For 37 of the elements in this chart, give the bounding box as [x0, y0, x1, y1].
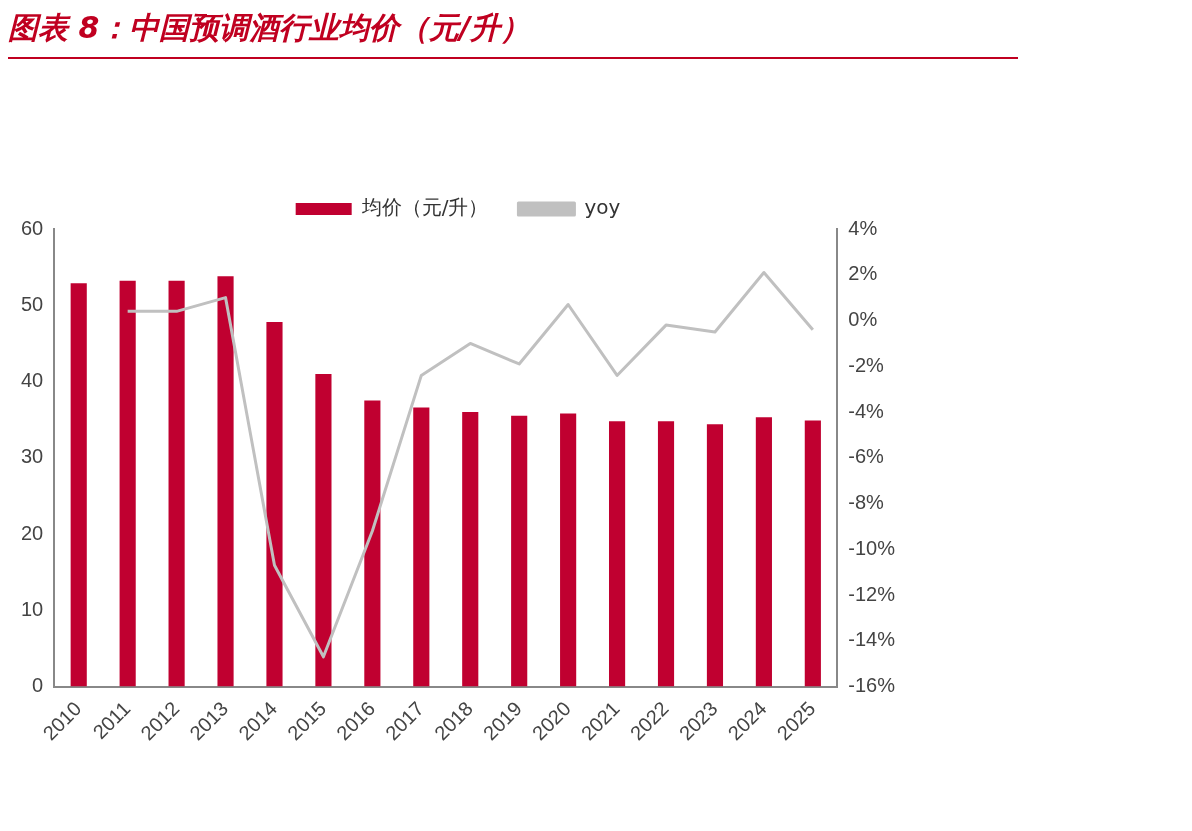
- y-tick-label: 20: [21, 521, 44, 544]
- bar: [706, 424, 724, 687]
- bar: [315, 373, 332, 687]
- bar: [511, 415, 528, 687]
- legend-label: yoy: [584, 195, 621, 220]
- y2-tick-label: 4%: [848, 216, 878, 239]
- bar: [168, 280, 185, 687]
- bar: [217, 276, 234, 687]
- bar: [804, 420, 821, 687]
- y-tick-label: 10: [21, 597, 44, 620]
- bar: [364, 400, 381, 687]
- y2-tick-label: -10%: [848, 536, 896, 559]
- y2-tick-label: -14%: [848, 628, 896, 651]
- bar: [266, 322, 283, 687]
- bar: [462, 412, 479, 687]
- bar: [70, 283, 87, 687]
- y-tick-label: 60: [21, 216, 44, 239]
- y2-tick-label: 0%: [848, 308, 878, 331]
- y2-tick-label: -16%: [848, 674, 896, 697]
- bar: [119, 280, 136, 687]
- y2-tick-label: -6%: [848, 445, 885, 468]
- y-tick-label: 30: [21, 445, 44, 468]
- bar: [609, 421, 626, 687]
- y2-tick-label: 2%: [848, 262, 878, 285]
- y2-tick-label: -2%: [848, 353, 885, 376]
- bar: [413, 407, 430, 687]
- y2-tick-label: -4%: [848, 399, 885, 422]
- y2-tick-label: -12%: [848, 582, 896, 605]
- y-tick-label: 50: [21, 292, 44, 315]
- y-tick-label: 40: [21, 369, 44, 392]
- bar: [755, 417, 772, 687]
- bar: [560, 413, 577, 687]
- y2-tick-label: -8%: [848, 491, 885, 514]
- legend-label: 均价（元/升）: [360, 195, 489, 220]
- bar: [657, 421, 675, 687]
- chart-title: 图表 8：中国预调酒行业均价（元/升）: [8, 8, 1018, 59]
- y-tick-label: 0: [32, 674, 44, 697]
